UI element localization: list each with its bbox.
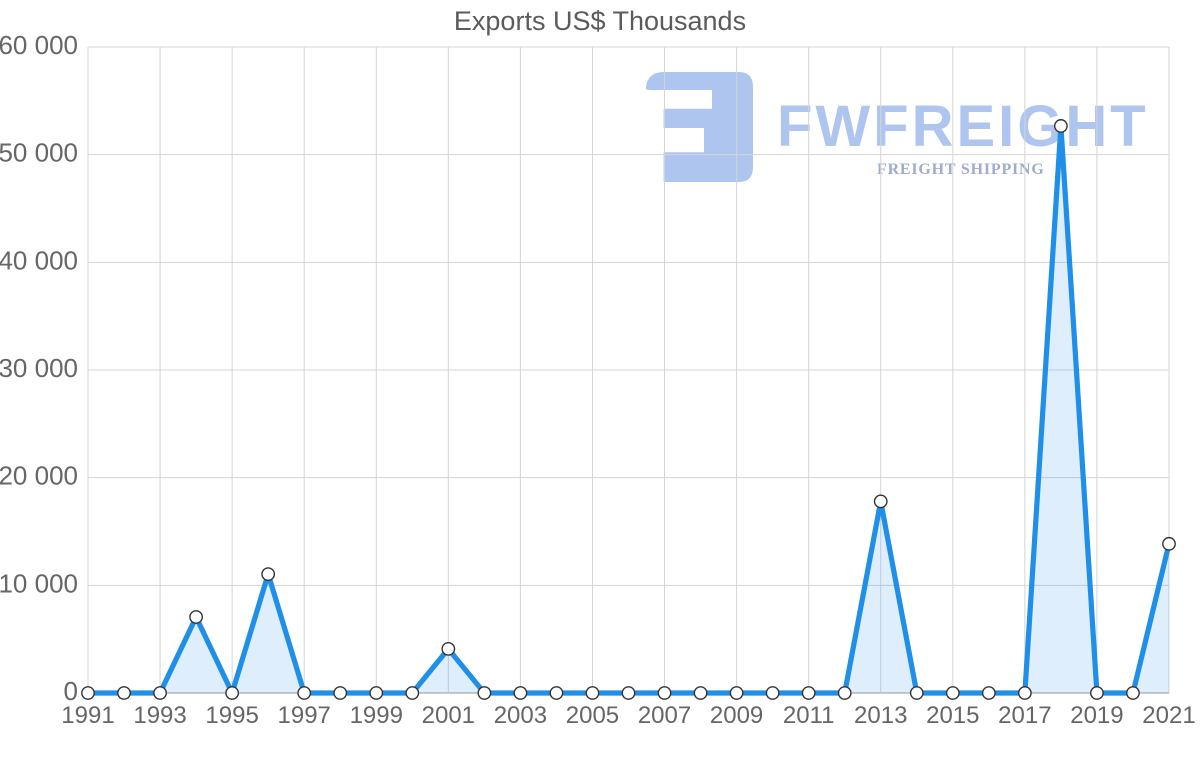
svg-text:FWFREIGHT: FWFREIGHT	[777, 94, 1149, 159]
svg-text:2019: 2019	[1070, 702, 1123, 729]
svg-text:40 000: 40 000	[0, 245, 78, 275]
svg-text:2009: 2009	[710, 702, 763, 729]
svg-text:2021: 2021	[1142, 702, 1195, 729]
svg-text:2011: 2011	[783, 702, 835, 729]
svg-text:30 000: 30 000	[0, 353, 78, 383]
svg-text:20 000: 20 000	[0, 461, 78, 491]
svg-text:2015: 2015	[926, 702, 979, 729]
svg-text:1993: 1993	[133, 702, 186, 729]
svg-text:FREIGHT SHIPPING: FREIGHT SHIPPING	[877, 161, 1045, 178]
svg-text:2001: 2001	[422, 702, 475, 729]
svg-text:2013: 2013	[854, 702, 907, 729]
svg-text:1999: 1999	[350, 702, 403, 729]
svg-text:2017: 2017	[998, 702, 1051, 729]
svg-text:2003: 2003	[494, 702, 547, 729]
svg-text:2005: 2005	[566, 702, 619, 729]
svg-text:50 000: 50 000	[0, 138, 78, 168]
svg-text:1995: 1995	[205, 702, 258, 729]
svg-text:2007: 2007	[638, 702, 691, 729]
svg-text:10 000: 10 000	[0, 568, 78, 598]
svg-text:1991: 1991	[61, 702, 114, 729]
svg-text:1997: 1997	[278, 702, 331, 729]
